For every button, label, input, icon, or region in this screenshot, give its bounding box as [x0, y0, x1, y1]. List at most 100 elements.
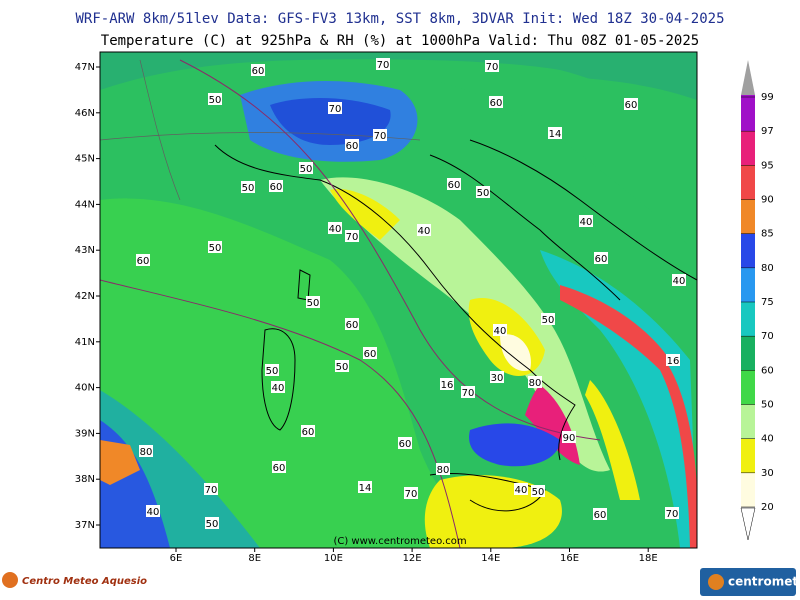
contour-label-bg [447, 178, 461, 190]
contour-label: 40 [272, 383, 285, 394]
rh-area [100, 440, 140, 485]
colorbar-band [741, 267, 755, 302]
lat-label: 38N [75, 474, 95, 485]
contour-label: 14 [549, 129, 562, 140]
contour-label-bg [461, 386, 475, 398]
contour-label: 16 [441, 380, 454, 391]
contour-label: 60 [364, 349, 377, 360]
rh-area [500, 334, 531, 371]
contour-label-bg [335, 360, 349, 372]
contour-label: 50 [209, 95, 222, 106]
colorbar-band [741, 438, 755, 473]
contour-label-bg [205, 517, 219, 529]
contour-label-bg [204, 483, 218, 495]
contour-label-bg [345, 318, 359, 330]
rh-area [525, 385, 580, 465]
contour-label-bg [436, 463, 450, 475]
footer-right: centrometeo [728, 575, 800, 589]
contour-label: 40 [673, 276, 686, 287]
contour-label: 60 [273, 463, 286, 474]
contour-label-bg [624, 98, 638, 110]
rh-area [320, 177, 610, 472]
contour-label-bg [541, 313, 555, 325]
colorbar-label: 40 [761, 434, 774, 445]
lat-label: 43N [75, 245, 95, 256]
contour-label-bg [146, 505, 160, 517]
contour-label: 16 [667, 356, 680, 367]
contour-label-bg [363, 347, 377, 359]
contour-label-bg [548, 127, 562, 139]
colorbar-band [741, 165, 755, 200]
contour-label: 90 [563, 433, 576, 444]
colorbar-band [741, 370, 755, 405]
contour-label: 50 [300, 164, 313, 175]
colorbar-label: 20 [761, 502, 774, 513]
colorbar-band [741, 336, 755, 371]
lat-label: 44N [75, 199, 95, 210]
contour-label: 70 [666, 509, 679, 520]
colorbar-band [741, 131, 755, 166]
contour-label: 60 [270, 182, 283, 193]
contour-label-bg [272, 461, 286, 473]
contour-label-bg [345, 139, 359, 151]
lon-label: 8E [248, 553, 261, 564]
axes: 47N 46N 45N 44N 43N 42N 41N 40N 39N 38N 37N 6E 8E 10E… [75, 62, 658, 564]
colorbar-label: 99 [761, 92, 774, 103]
colorbar-band [741, 199, 755, 234]
colorbar-band [741, 95, 755, 132]
contour-label: 50 [209, 243, 222, 254]
lon-label: 6E [170, 553, 183, 564]
contour-label: 50 [477, 188, 490, 199]
contour-label: 60 [346, 320, 359, 331]
colorbar-label: 95 [761, 160, 774, 171]
lat-label: 47N [75, 62, 95, 73]
contour-label-bg [485, 60, 499, 72]
rh-area [330, 189, 400, 240]
map: (C) www.centrometeo.com [99, 51, 698, 549]
contour-label: 60 [399, 439, 412, 450]
contour-label-bg [593, 508, 607, 520]
lon-label: 14E [481, 553, 500, 564]
contour-label-bg [404, 487, 418, 499]
contour-label: 70 [377, 60, 390, 71]
contour-label: 60 [595, 254, 608, 265]
contour-label: 50 [266, 366, 279, 377]
colorbar-label: 90 [761, 195, 774, 206]
rh-area [469, 423, 560, 467]
contour-label: 60 [448, 180, 461, 191]
contour-label: 30 [491, 373, 504, 384]
contour-label: 70 [346, 232, 359, 243]
contour-label: 80 [140, 447, 153, 458]
contour-label: 50 [532, 487, 545, 498]
contour-label: 40 [580, 217, 593, 228]
lon-label: 10E [324, 553, 343, 564]
contour-label-bg [373, 129, 387, 141]
contour-label: 40 [418, 226, 431, 237]
copyright: (C) www.centrometeo.com [333, 536, 466, 547]
contour-label-bg [562, 431, 576, 443]
rh-area [430, 76, 697, 260]
logo-right [700, 568, 796, 596]
contour-label-bg [666, 354, 680, 366]
contour-label-bg [328, 102, 342, 114]
header-line2: Temperature (C) at 925hPa & RH (%) at 10… [101, 33, 699, 49]
footer-left: Centro Meteo Aquesio [22, 576, 147, 587]
lat-label: 46N [75, 108, 95, 119]
colorbar-band [741, 404, 755, 439]
contour-label: 40 [494, 326, 507, 337]
contour-label-bg [306, 296, 320, 308]
colorbar-band [741, 472, 755, 507]
contour-label-bg [531, 485, 545, 497]
map-frame [99, 51, 698, 549]
contour-label: 50 [542, 315, 555, 326]
contour-label: 60 [252, 66, 265, 77]
colorbar-cap [740, 507, 756, 541]
contour-label-bg [328, 222, 342, 234]
colorbar: 99 97 95 90 85 80 75 70 60 50 40 30 20 [740, 60, 774, 541]
contour-label-bg [579, 215, 593, 227]
colorbar-label: 50 [761, 400, 774, 411]
rh-area [100, 198, 500, 548]
rh-area [585, 380, 640, 500]
